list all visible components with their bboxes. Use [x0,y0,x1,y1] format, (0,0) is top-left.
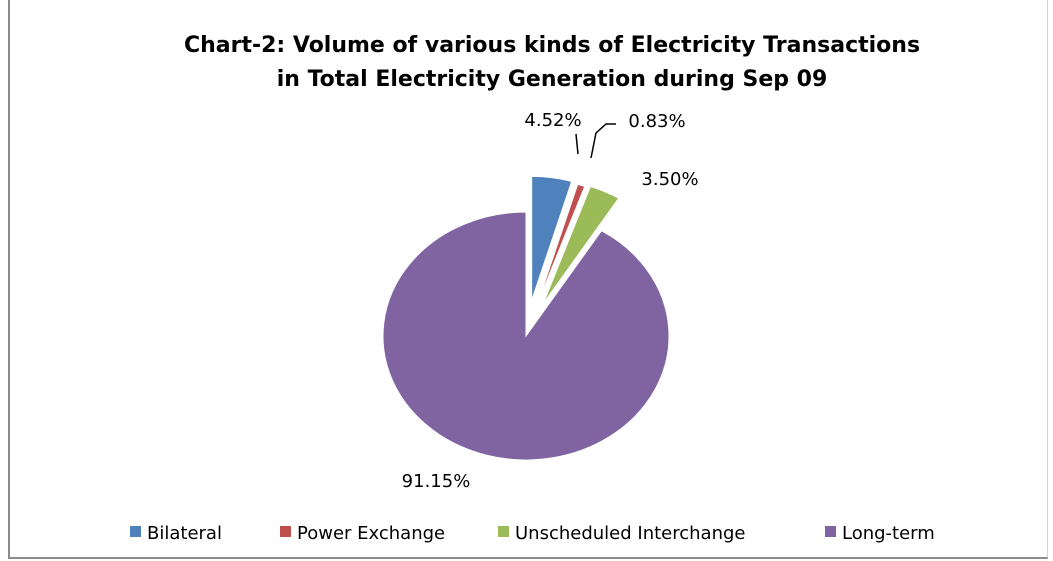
legend-label: Long-term [842,523,935,544]
pie-slice-power-exchange [537,183,586,304]
data-labels: 4.52% 0.83% 3.50% 91.15% [402,110,699,492]
leader-line-power-exchange [590,123,616,159]
legend-label: Bilateral [147,523,222,544]
legend-item-bilateral: Bilateral [130,523,222,544]
pie-slice-long-term [382,211,670,461]
data-label-bilateral: 4.52% [524,110,581,131]
chart-title-line-2: in Total Electricity Generation during S… [277,67,828,92]
legend-swatch [498,526,509,537]
legend-item-power-exchange: Power Exchange [280,523,445,544]
chart-frame [8,0,1048,559]
legend-swatch [130,526,141,537]
legend-item-long-term: Long-term [825,523,935,544]
legend: Bilateral Power Exchange Unscheduled Inter… [130,523,935,544]
leader-line-bilateral [575,133,579,155]
legend-swatch [825,526,836,537]
data-label-long-term: 91.15% [402,471,471,492]
data-label-power-exchange: 0.83% [628,111,685,132]
pie-slices [382,175,670,461]
legend-item-unscheduled-interchange: Unscheduled Interchange [498,523,746,544]
legend-label: Unscheduled Interchange [515,523,746,544]
chart-title-line-1: Chart-2: Volume of various kinds of Elec… [184,33,920,58]
pie-slice-unscheduled-interchange [542,185,620,304]
legend-swatch [280,526,291,537]
data-label-unscheduled-interchange: 3.50% [641,169,698,190]
leader-lines [575,123,616,159]
pie-slice-bilateral [531,175,573,301]
legend-label: Power Exchange [297,523,445,544]
